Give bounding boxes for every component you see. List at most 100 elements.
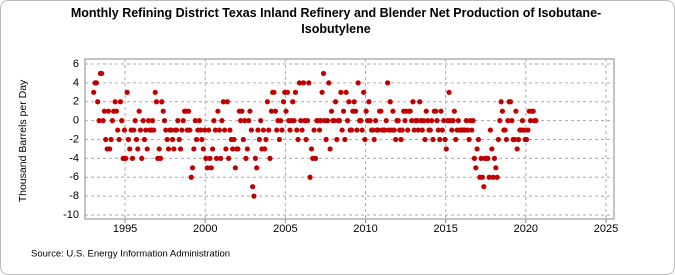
data-point — [326, 80, 332, 86]
data-point — [402, 118, 408, 124]
data-point — [91, 89, 97, 95]
data-point — [473, 165, 479, 171]
data-point — [434, 118, 440, 124]
data-point — [235, 146, 241, 152]
data-point — [299, 127, 305, 133]
data-point — [354, 127, 360, 133]
data-point — [116, 136, 122, 143]
data-point — [475, 136, 481, 143]
data-point — [156, 146, 162, 152]
data-point — [429, 118, 435, 124]
data-point — [222, 127, 228, 133]
data-point — [455, 118, 461, 124]
data-point — [196, 118, 202, 124]
data-point — [390, 108, 396, 114]
data-point — [252, 155, 259, 161]
data-point — [324, 118, 331, 124]
data-point — [255, 127, 261, 133]
data-point — [294, 127, 300, 133]
data-point — [387, 99, 393, 105]
data-point — [514, 146, 520, 152]
y-tick-label: 0 — [73, 115, 79, 127]
data-point — [407, 108, 413, 114]
data-point — [478, 155, 484, 161]
data-point — [494, 174, 500, 180]
data-point — [96, 118, 102, 124]
data-point — [137, 127, 144, 133]
x-tick-label: 2020 — [514, 223, 538, 235]
data-point — [101, 108, 107, 114]
data-point — [164, 136, 170, 143]
data-point — [171, 146, 177, 152]
data-point — [320, 70, 327, 77]
data-point — [173, 127, 180, 133]
data-point — [311, 127, 317, 133]
data-point — [343, 89, 349, 95]
data-point — [99, 70, 105, 77]
data-point — [342, 136, 348, 143]
data-point — [443, 146, 449, 152]
data-point — [509, 118, 515, 124]
data-point — [438, 108, 444, 114]
y-tick-label: 2 — [73, 96, 79, 108]
data-point — [290, 99, 296, 105]
data-point — [262, 146, 268, 152]
data-point — [161, 118, 168, 124]
data-point — [144, 146, 150, 152]
data-point — [411, 127, 417, 133]
data-point — [505, 118, 511, 124]
data-point — [391, 127, 397, 133]
data-point — [211, 118, 217, 124]
data-point — [470, 118, 476, 124]
y-tick-label: -10 — [63, 209, 79, 221]
data-point — [268, 108, 275, 114]
data-point — [284, 89, 291, 95]
data-point — [410, 99, 416, 105]
data-point — [140, 118, 146, 124]
y-tick-label: -4 — [69, 152, 79, 164]
data-point — [141, 136, 148, 143]
data-point — [115, 127, 121, 133]
data-point — [441, 118, 447, 124]
data-point — [136, 108, 142, 114]
data-point — [352, 108, 359, 114]
data-point — [224, 99, 230, 105]
data-point — [430, 136, 436, 143]
data-point — [489, 146, 495, 152]
data-point — [378, 108, 384, 114]
data-point — [95, 99, 101, 105]
data-point — [109, 118, 116, 124]
data-point — [258, 118, 264, 124]
data-point — [145, 118, 152, 124]
data-point — [382, 127, 388, 133]
data-point — [121, 127, 128, 133]
data-point — [260, 127, 267, 133]
data-point — [308, 146, 315, 152]
data-point — [312, 155, 319, 161]
data-point — [298, 118, 304, 124]
data-point — [152, 89, 158, 95]
data-point — [399, 127, 405, 133]
data-point — [485, 155, 491, 161]
data-point — [348, 127, 355, 133]
data-point — [191, 146, 197, 152]
data-point — [180, 118, 186, 124]
data-point — [422, 136, 428, 143]
data-point — [498, 99, 504, 105]
data-point — [395, 118, 401, 124]
y-tick-label: -2 — [69, 133, 79, 145]
data-point — [338, 89, 344, 95]
data-point — [254, 165, 260, 171]
data-point — [449, 127, 455, 133]
data-point — [185, 108, 192, 114]
data-point — [139, 155, 145, 161]
data-point — [362, 136, 368, 143]
source: Source: U.S. Energy Information Administ… — [31, 249, 230, 260]
data-point — [208, 165, 214, 171]
data-point — [519, 118, 526, 124]
data-point — [527, 118, 534, 124]
data-point — [169, 136, 176, 143]
data-point — [332, 99, 339, 105]
y-axis-label: Thousand Barrels per Day — [17, 79, 29, 202]
data-point — [177, 146, 184, 152]
